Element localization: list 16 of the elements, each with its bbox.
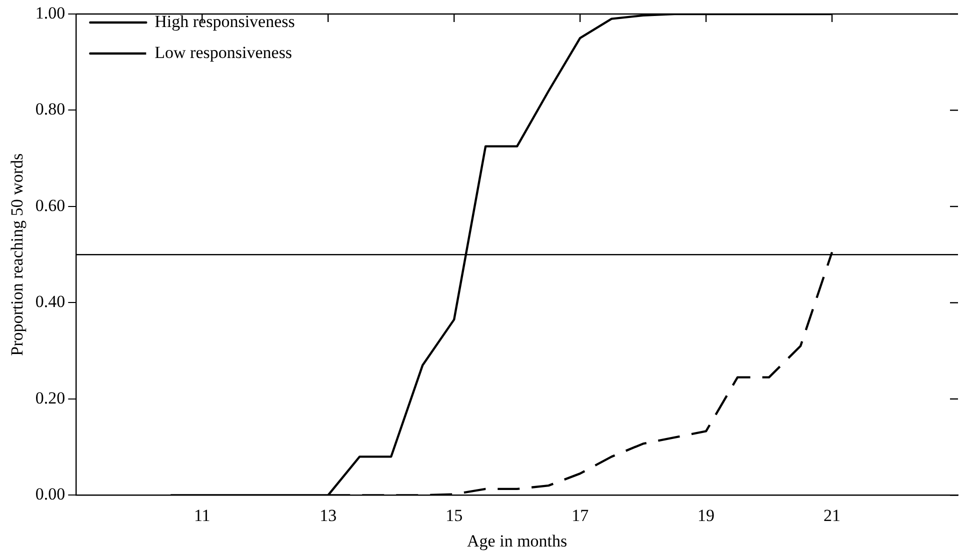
y-tick-label: 0.40 [35, 292, 66, 312]
y-tick-label: 0.60 [35, 196, 66, 215]
x-tick-label: 17 [572, 506, 590, 525]
y-tick-label: 0.20 [35, 388, 66, 408]
y-axis-title: Proportion reaching 50 words [8, 153, 27, 356]
x-tick-label: 19 [698, 506, 715, 525]
legend-label: High responsiveness [154, 12, 295, 31]
y-tick-label: 0.00 [35, 484, 66, 504]
y-tick-label: 1.00 [35, 3, 66, 22]
legend-label: Low responsiveness [154, 42, 292, 62]
x-tick-label: 13 [320, 506, 337, 525]
x-tick-label: 15 [446, 506, 463, 525]
x-axis-title: Age in months [467, 531, 568, 550]
x-tick-label: 11 [194, 506, 210, 525]
x-tick-label: 21 [824, 506, 841, 525]
y-tick-label: 0.80 [35, 100, 66, 119]
